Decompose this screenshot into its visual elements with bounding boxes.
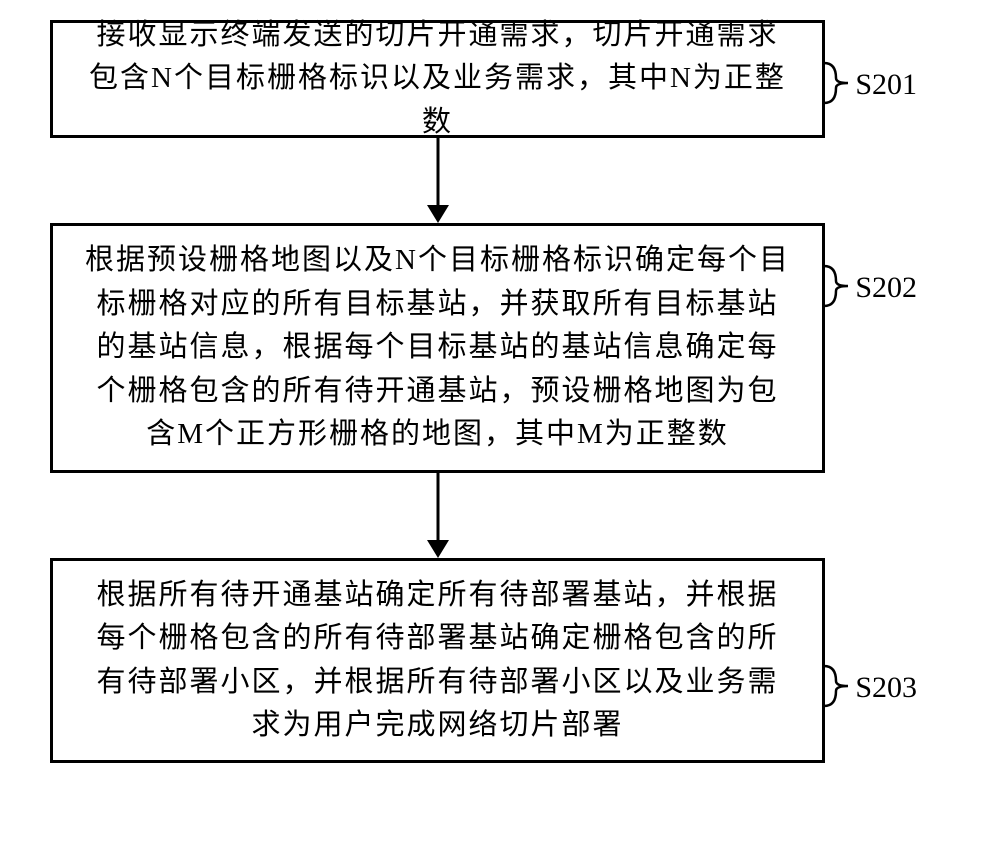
flow-step-s203: 根据所有待开通基站确定所有待部署基站，并根据每个栅格包含的所有待部署基站确定栅格… [50,558,825,763]
flow-step-s202: 根据预设栅格地图以及N个目标栅格标识确定每个目标栅格对应的所有目标基站，并获取所… [50,223,825,473]
flow-arrow-2 [50,473,825,558]
step-label-s203: S203 [855,671,917,705]
step-label-s201: S201 [855,68,917,102]
step-label-s202: S202 [855,271,917,305]
flow-step-s201: 接收显示终端发送的切片开通需求，切片开通需求包含N个目标栅格标识以及业务需求，其… [50,20,825,138]
flow-step-s202-text: 根据预设栅格地图以及N个目标栅格标识确定每个目标栅格对应的所有目标基站，并获取所… [53,221,822,475]
brace-icon [822,261,852,316]
flowchart-container: 接收显示终端发送的切片开通需求，切片开通需求包含N个目标栅格标识以及业务需求，其… [50,20,950,763]
brace-icon [822,661,852,716]
brace-icon [822,58,852,113]
flow-arrow-1 [50,138,825,223]
flow-step-s203-text: 根据所有待开通基站确定所有待部署基站，并根据每个栅格包含的所有待部署基站确定栅格… [53,556,822,766]
